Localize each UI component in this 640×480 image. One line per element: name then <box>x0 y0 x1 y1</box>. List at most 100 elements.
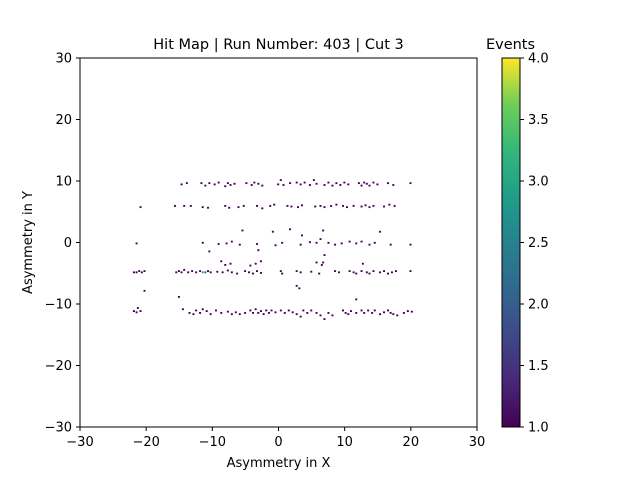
colorbar-gradient <box>502 58 520 427</box>
heatmap-cell <box>175 271 178 274</box>
heatmap-cell <box>331 314 334 317</box>
heatmap-cell <box>331 184 334 187</box>
heatmap-cell <box>298 287 301 290</box>
heatmap-cell <box>238 313 241 316</box>
heatmap-cell <box>383 205 386 208</box>
heatmap-cell <box>383 270 386 273</box>
heatmap-cell <box>365 182 368 185</box>
heatmap-cell <box>233 182 236 185</box>
heatmap-cell <box>360 240 363 243</box>
heatmap-cell <box>245 182 248 185</box>
heatmap-cell <box>312 179 315 181</box>
heatmap-cell <box>281 272 284 275</box>
heatmap-cell <box>287 309 290 312</box>
heatmap-cell <box>389 243 392 246</box>
heatmap-cell <box>349 310 352 312</box>
heatmap-cell <box>173 204 176 207</box>
heatmap-cell <box>301 204 303 207</box>
heatmap-cell <box>368 184 371 187</box>
heatmap-cell <box>334 243 337 246</box>
heatmap-cell <box>139 310 142 312</box>
heatmap-cell <box>249 264 252 267</box>
heatmap-cell <box>281 241 284 244</box>
heatmap-cell <box>250 184 253 186</box>
heatmap-cell <box>283 312 286 314</box>
heatmap-cell <box>140 271 143 274</box>
heatmap-cell <box>135 271 138 274</box>
x-tick-label: −30 <box>66 435 93 450</box>
heatmap-cell <box>302 309 305 312</box>
heatmap-cell <box>389 312 392 314</box>
heatmap-cell <box>209 313 212 316</box>
heatmap-cell <box>216 270 219 273</box>
heatmap-cell <box>303 181 306 184</box>
heatmap-cell <box>257 249 260 252</box>
heatmap-cell <box>234 311 237 314</box>
heatmap-cell <box>360 309 363 312</box>
colorbar-tick-label: 4.0 <box>528 52 549 67</box>
heatmap-cell <box>279 309 282 312</box>
heatmap-cell <box>308 241 311 244</box>
heatmap-cell <box>323 254 326 257</box>
heatmap-cell <box>267 312 270 314</box>
heatmap-cell <box>315 261 318 264</box>
heatmap-cell <box>393 204 396 207</box>
heatmap-cell <box>348 240 351 243</box>
heatmap-cell <box>220 260 223 263</box>
heatmap-cell <box>327 312 330 314</box>
heatmap-cell <box>217 243 220 245</box>
heatmap-cell <box>204 271 207 274</box>
heatmap-cells <box>132 179 413 320</box>
heatmap-cell <box>406 310 409 312</box>
heatmap-cell <box>217 181 220 184</box>
heatmap-cell <box>265 309 268 312</box>
heatmap-cell <box>315 312 318 314</box>
heatmap-cell <box>220 312 223 314</box>
heatmap-cell <box>363 181 366 184</box>
heatmap-cell <box>257 312 260 314</box>
heatmap-cell <box>314 205 317 208</box>
heatmap-cell <box>342 204 344 207</box>
chart-title: Hit Map | Run Number: 403 | Cut 3 <box>153 37 403 53</box>
heatmap-cell <box>355 242 358 245</box>
heatmap-cell <box>238 243 241 246</box>
heatmap-cell <box>387 272 389 275</box>
x-tick-label: −20 <box>132 435 159 450</box>
heatmap-cell <box>392 184 395 186</box>
colorbar-ticks: 1.0 1.5 2.0 2.5 3.0 3.5 4.0 <box>520 52 549 436</box>
heatmap-cell <box>394 270 397 273</box>
colorbar-label: Events <box>486 37 535 53</box>
heatmap-cell <box>290 205 293 208</box>
x-tick-label: 10 <box>336 435 353 450</box>
heatmap-cell <box>213 183 216 186</box>
y-tick-label: 30 <box>55 52 72 67</box>
heatmap-cell <box>299 183 302 186</box>
heatmap-cell <box>409 182 412 185</box>
heatmap-cell <box>180 183 183 186</box>
colorbar-tick-label: 2.0 <box>528 298 549 313</box>
heatmap-cell <box>306 312 309 314</box>
heatmap-cell <box>320 264 323 266</box>
heatmap-cell <box>352 204 355 207</box>
heatmap-cell <box>257 182 260 185</box>
x-axis: −30 −20 −10 0 10 20 30 <box>66 427 485 450</box>
heatmap-cell <box>236 272 239 275</box>
heatmap-cell <box>289 228 292 231</box>
y-tick-label: −20 <box>45 359 72 374</box>
heatmap-cell <box>383 311 386 314</box>
heatmap-cell <box>274 311 277 314</box>
heatmap-cell <box>221 271 224 274</box>
heatmap-cell <box>390 271 393 274</box>
heatmap-cell <box>335 203 338 206</box>
heatmap-cell <box>177 270 180 273</box>
heatmap-cell <box>410 310 413 313</box>
heatmap-cell <box>295 313 298 316</box>
heatmap-cell <box>253 181 256 184</box>
heatmap-cell <box>248 271 251 274</box>
heatmap-cell <box>277 183 280 186</box>
heatmap-cell <box>209 271 212 274</box>
heatmap-cell <box>299 315 302 318</box>
heatmap-cell <box>242 204 245 207</box>
heatmap-cell <box>226 269 229 272</box>
heatmap-cell <box>229 262 232 265</box>
